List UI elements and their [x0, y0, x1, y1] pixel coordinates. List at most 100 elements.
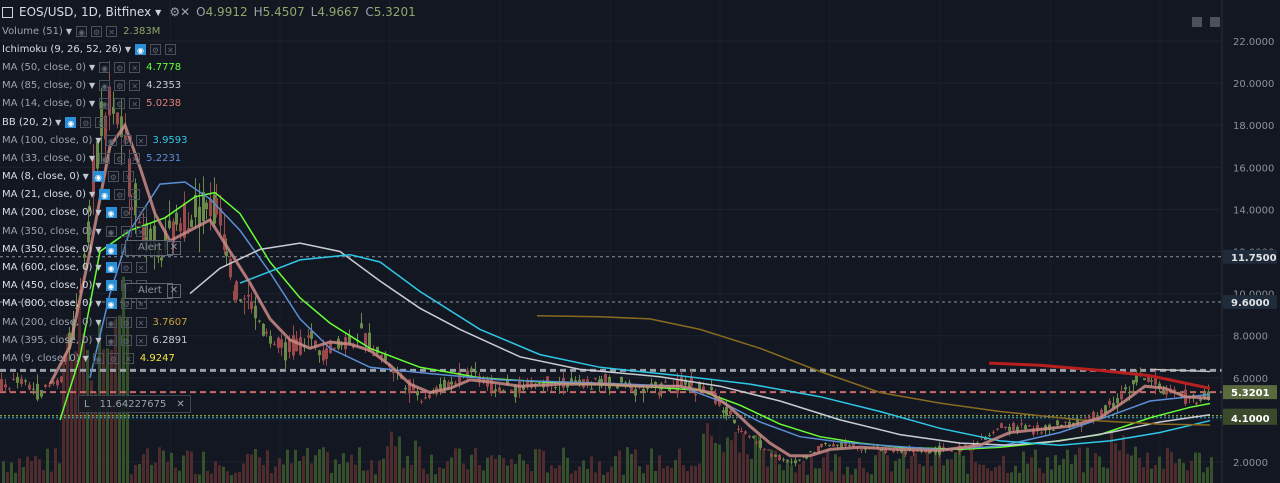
indicator-name[interactable]: MA (50, close, 0) — [2, 61, 87, 73]
chevron-down-icon[interactable]: ▼ — [65, 26, 73, 36]
alert-label[interactable]: Alert — [125, 283, 173, 299]
eye-icon[interactable]: ◉ — [105, 316, 117, 328]
eye-icon[interactable]: ◉ — [99, 61, 111, 73]
chevron-down-icon[interactable]: ▼ — [82, 172, 89, 182]
close-icon[interactable]: ✕ — [135, 334, 147, 346]
settings-icon[interactable]: ⚙ — [120, 225, 132, 237]
indicator-name[interactable]: MA (200, close, 0) — [2, 316, 93, 328]
close-icon[interactable]: ✕ — [165, 43, 176, 55]
indicator-name[interactable]: MA (800, close, 0) — [2, 298, 93, 310]
eye-icon[interactable]: ◉ — [99, 189, 111, 201]
indicator-row[interactable]: MA (450, close, 0)▼◉⚙✕ — [2, 277, 416, 295]
settings-icon[interactable]: ⚙ — [114, 152, 126, 164]
eye-icon[interactable]: ◉ — [99, 152, 111, 164]
settings-icon[interactable]: ⚙ — [80, 116, 92, 128]
settings-icon[interactable]: ⚙ — [114, 61, 126, 73]
settings-icon[interactable]: ⚙ — [150, 43, 161, 55]
settings-icon[interactable]: ⚙ — [114, 80, 126, 92]
chevron-down-icon[interactable]: ▼ — [95, 244, 102, 254]
chevron-down-icon[interactable]: ▼ — [95, 281, 102, 291]
indicator-row[interactable]: MA (85, close, 0) ▼ ◉ ⚙ ✕ 4.2353 — [2, 77, 416, 95]
indicator-name[interactable]: MA (9, close, 0) — [2, 352, 80, 364]
chevron-down-icon[interactable]: ▼ — [95, 317, 102, 327]
position-close-icon[interactable]: ✕ — [176, 398, 185, 410]
indicator-row[interactable]: MA (395, close, 0) ▼ ◉ ⚙ ✕ 6.2891 — [2, 331, 416, 349]
close-icon[interactable]: ✕ — [129, 189, 141, 201]
close-icon[interactable]: ✕ — [122, 352, 134, 364]
indicator-row[interactable]: MA (350, close, 0)▼◉⚙✕ — [2, 222, 416, 240]
toggle-legend-icon[interactable] — [2, 6, 13, 18]
chevron-down-icon[interactable]: ▼ — [89, 81, 96, 91]
eye-icon[interactable]: ◉ — [92, 171, 104, 183]
indicator-row[interactable]: MA (50, close, 0) ▼ ◉ ⚙ ✕ 4.7778 — [2, 58, 416, 76]
indicator-name[interactable]: MA (8, close, 0) — [2, 171, 80, 183]
indicator-row[interactable]: BB (20, 2) ▼ ◉ ⚙ ✕ — [2, 113, 416, 131]
indicator-row[interactable]: Volume (51) ▼ ◉ ⚙ ✕ 2.383M — [2, 22, 416, 40]
eye-icon[interactable]: ◉ — [105, 225, 117, 237]
position-box[interactable]: L 11.64227675 ✕ — [78, 395, 191, 413]
close-icon[interactable]: ✕ — [135, 298, 147, 310]
indicator-name[interactable]: Volume (51) — [2, 25, 63, 37]
chevron-down-icon[interactable]: ▼ — [89, 99, 96, 109]
indicator-name[interactable]: MA (600, close, 0) — [2, 262, 93, 274]
eye-icon[interactable]: ◉ — [76, 25, 88, 37]
indicator-name[interactable]: MA (200, close, 0) — [2, 207, 93, 219]
close-icon[interactable]: ✕ — [95, 116, 107, 128]
close-icon[interactable]: ✕ — [135, 225, 147, 237]
maximize-icon[interactable] — [1210, 17, 1220, 27]
chevron-down-icon[interactable]: ▼ — [95, 135, 102, 145]
indicator-name[interactable]: MA (14, close, 0) — [2, 98, 87, 110]
chevron-down-icon[interactable]: ▼ — [95, 263, 102, 273]
eye-icon[interactable]: ◉ — [105, 334, 117, 346]
settings-icon[interactable]: ⚙ — [120, 262, 132, 274]
eye-icon[interactable]: ◉ — [105, 243, 117, 255]
indicator-row[interactable]: MA (600, close, 0) ▼ ◉ ⚙ ✕ — [2, 258, 416, 276]
chevron-down-icon[interactable]: ▼ — [89, 190, 96, 200]
chevron-down-icon[interactable]: ▼ — [95, 208, 102, 218]
settings-icon[interactable]: ⚙ — [169, 5, 181, 19]
indicator-name[interactable]: BB (20, 2) — [2, 116, 53, 128]
close-icon[interactable]: ✕ — [122, 171, 134, 183]
eye-icon[interactable]: ◉ — [65, 116, 77, 128]
settings-icon[interactable]: ⚙ — [120, 298, 132, 310]
indicator-row[interactable]: MA (21, close, 0) ▼ ◉ ⚙ ✕ — [2, 186, 416, 204]
close-icon[interactable]: ✕ — [129, 61, 141, 73]
indicator-row[interactable]: MA (350, close, 0)▼◉⚙✕ — [2, 240, 416, 258]
chevron-down-icon[interactable]: ▼ — [95, 335, 102, 345]
settings-icon[interactable]: ⚙ — [114, 98, 126, 110]
close-icon[interactable]: ✕ — [135, 316, 147, 328]
indicator-row[interactable]: MA (100, close, 0) ▼ ◉ ⚙ ✕ 3.9593 — [2, 131, 416, 149]
indicator-name[interactable]: MA (21, close, 0) — [2, 189, 87, 201]
alert-close-icon[interactable]: ✕ — [167, 241, 181, 255]
close-icon[interactable]: ✕ — [180, 5, 191, 19]
settings-icon[interactable]: ⚙ — [120, 334, 132, 346]
alert-close-icon[interactable]: ✕ — [167, 284, 181, 298]
indicator-row[interactable]: MA (9, close, 0) ▼ ◉ ⚙ ✕ 4.9247 — [2, 349, 416, 367]
close-icon[interactable]: ✕ — [129, 98, 141, 110]
chevron-down-icon[interactable]: ▼ — [95, 226, 102, 236]
eye-icon[interactable]: ◉ — [105, 134, 117, 146]
chevron-down-icon[interactable]: ▼ — [89, 153, 96, 163]
indicator-row[interactable]: MA (800, close, 0) ▼ ◉ ⚙ ✕ — [2, 295, 416, 313]
close-icon[interactable]: ✕ — [129, 152, 141, 164]
settings-icon[interactable]: ⚙ — [107, 171, 119, 183]
chevron-down-icon[interactable]: ▼ — [89, 62, 96, 72]
indicator-row[interactable]: Ichimoku (9, 26, 52, 26) ▼ ◉ ⚙ ✕ — [2, 40, 416, 58]
chevron-down-icon[interactable]: ▼ — [82, 353, 89, 363]
indicator-row[interactable]: MA (14, close, 0) ▼ ◉ ⚙ ✕ 5.0238 — [2, 95, 416, 113]
settings-icon[interactable]: ⚙ — [114, 189, 126, 201]
indicator-name[interactable]: MA (33, close, 0) — [2, 152, 87, 164]
indicator-name[interactable]: MA (350, close, 0) — [2, 225, 93, 237]
info-icon[interactable] — [1192, 17, 1202, 27]
indicator-name[interactable]: MA (450, close, 0) — [2, 280, 93, 292]
indicator-row[interactable]: MA (200, close, 0) ▼ ◉ ⚙ ✕ — [2, 204, 416, 222]
eye-icon[interactable]: ◉ — [105, 280, 117, 292]
eye-icon[interactable]: ◉ — [105, 298, 117, 310]
eye-icon[interactable]: ◉ — [92, 352, 104, 364]
eye-icon[interactable]: ◉ — [105, 262, 117, 274]
eye-icon[interactable]: ◉ — [99, 80, 111, 92]
chevron-down-icon[interactable]: ▼ — [95, 299, 102, 309]
settings-icon[interactable]: ⚙ — [120, 134, 132, 146]
indicator-row[interactable]: MA (33, close, 0) ▼ ◉ ⚙ ✕ 5.2231 — [2, 149, 416, 167]
